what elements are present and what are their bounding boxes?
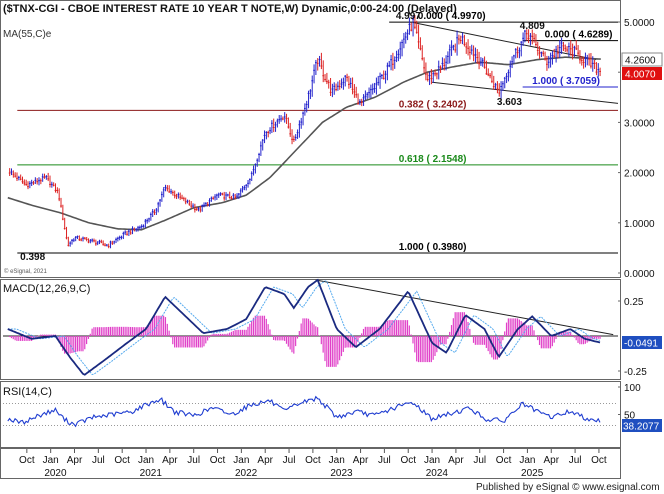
time-tick-label: Apr <box>448 455 464 466</box>
time-axis <box>0 448 621 479</box>
price-panel <box>0 0 621 278</box>
fib-level-label: 0.382 ( 3.2402) <box>399 99 467 110</box>
macd-line <box>7 278 601 376</box>
year-tick-label: 2022 <box>235 468 258 479</box>
chart-title: ($TNX-CGI - CBOE INTEREST RATE 10 YEAR T… <box>3 3 457 15</box>
fib-level-label: 0.000 ( 4.6289) <box>545 30 613 41</box>
time-tick-label: Oct <box>496 455 512 466</box>
year-tick-label: 2020 <box>44 468 67 479</box>
time-tick-label: Oct <box>305 455 321 466</box>
price-tick-label: 5.0000 <box>624 18 655 29</box>
fib-level-label: 1.000 ( 0.3980) <box>399 242 467 253</box>
time-tick-label: Apr <box>353 455 369 466</box>
price-tick-label: 1.0000 <box>624 219 655 230</box>
swing-point-label: 3.603 <box>497 97 522 108</box>
time-tick-label: Jan <box>138 455 154 466</box>
time-tick-label: Oct <box>591 455 607 466</box>
rsi-tick-label: 100 <box>624 383 641 394</box>
year-tick-label: 2025 <box>521 468 544 479</box>
price-tick-label: 2.0000 <box>624 169 655 180</box>
macd-tick-label: 0.25 <box>624 297 644 308</box>
time-tick-label: Oct <box>114 455 130 466</box>
year-tick-label: 2023 <box>330 468 353 479</box>
swing-point-label: 4.809 <box>520 21 545 32</box>
time-tick-label: Jan <box>233 455 249 466</box>
macd-trendline <box>315 279 614 336</box>
time-tick-label: Apr <box>543 455 559 466</box>
macd-value-box <box>622 336 662 349</box>
macd-value-label: -0.0491 <box>624 339 658 350</box>
ma-55-line <box>7 56 601 231</box>
rsi-panel <box>0 381 621 448</box>
time-tick-label: Jul <box>92 455 105 466</box>
time-tick-label: Jan <box>43 455 59 466</box>
footer-publisher[interactable]: Published by eSignal © www.esignal.com <box>476 482 660 493</box>
time-tick-label: Jan <box>329 455 345 466</box>
rsi-tick-label: 50 <box>624 411 636 422</box>
ma-value-box <box>621 52 663 67</box>
year-tick-label: 2021 <box>140 468 163 479</box>
swing-point-label: 0.398 <box>20 252 45 263</box>
macd-tick-label: -0.25 <box>624 367 647 378</box>
copyright: © eSignal, 2021 <box>4 268 47 275</box>
time-tick-label: Jul <box>473 455 486 466</box>
rsi-label: RSI(14,C) <box>3 386 52 398</box>
time-tick-label: Jan <box>424 455 440 466</box>
fib-level-label: 0.618 ( 2.1548) <box>399 154 467 165</box>
time-tick-label: Jul <box>187 455 200 466</box>
time-tick-label: Apr <box>67 455 83 466</box>
year-tick-label: 2024 <box>426 468 449 479</box>
footer-bar <box>0 479 664 494</box>
rsi-value-box <box>622 419 662 432</box>
rsi-line <box>7 395 601 428</box>
time-tick-label: Oct <box>210 455 226 466</box>
ma-value-label: 4.2600 <box>625 56 656 67</box>
price-tick-label: 3.0000 <box>624 118 655 129</box>
ma-label: MA(55,C)e <box>3 29 52 40</box>
trendline-lower <box>432 81 619 104</box>
rsi-value-label: 38.2077 <box>623 422 660 433</box>
price-tick-label: 0.0000 <box>624 269 655 280</box>
macd-signal-line <box>7 280 601 376</box>
time-tick-label: Jul <box>283 455 296 466</box>
close-value-label: 4.0070 <box>625 70 656 81</box>
trendline-upper <box>412 22 597 61</box>
time-tick-label: Jul <box>378 455 391 466</box>
time-tick-label: Jan <box>519 455 535 466</box>
close-value-box <box>622 67 662 80</box>
time-tick-label: Oct <box>19 455 35 466</box>
fib-level-label: 1.000 ( 3.7059) <box>532 76 600 87</box>
time-tick-label: Jul <box>569 455 582 466</box>
swing-point-label: 4.997 <box>396 11 421 22</box>
time-tick-label: Apr <box>162 455 178 466</box>
fib-level-label: 0.000 ( 4.9970) <box>418 11 486 22</box>
time-tick-label: Oct <box>400 455 416 466</box>
time-tick-label: Apr <box>257 455 273 466</box>
macd-label: MACD(12,26,9,C) <box>3 283 90 295</box>
